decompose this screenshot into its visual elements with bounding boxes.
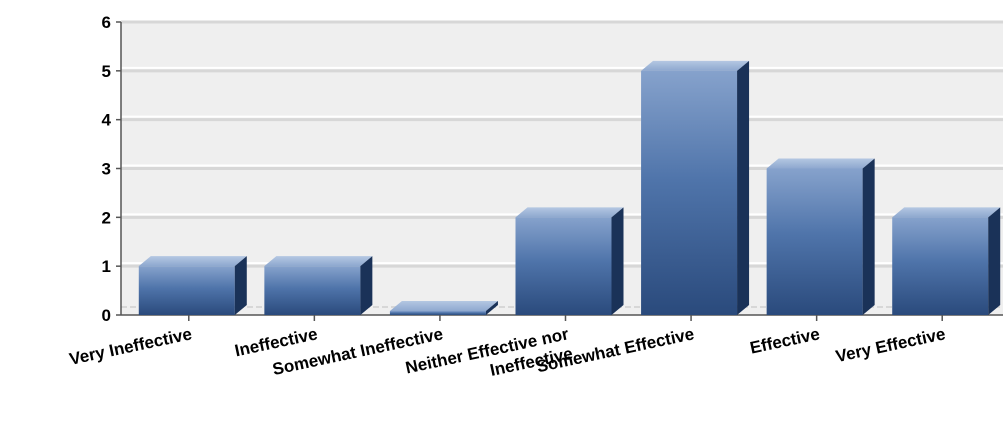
- bar-side: [360, 256, 373, 315]
- bar-front: [515, 217, 612, 315]
- x-tick-label-line: Very Effective: [834, 324, 947, 366]
- bar-side: [862, 158, 875, 315]
- bar: [766, 158, 875, 315]
- y-tick-label: 2: [102, 208, 111, 227]
- x-tick-label-line: Effective: [748, 324, 821, 357]
- bar: [515, 207, 624, 315]
- x-tick-label: Very Ineffective: [68, 324, 194, 369]
- bar-front: [389, 311, 486, 315]
- y-tick-label: 0: [102, 306, 111, 325]
- bar-top: [641, 60, 750, 71]
- bar-front: [138, 266, 235, 315]
- bar-front: [264, 266, 361, 315]
- bar-side: [737, 60, 750, 316]
- bar-front: [641, 70, 738, 315]
- bar-side: [611, 207, 624, 315]
- y-tick-label: 1: [102, 257, 111, 276]
- bar: [138, 256, 247, 315]
- bar: [389, 301, 498, 315]
- bar-side: [234, 256, 247, 315]
- y-tick-label: 5: [102, 62, 111, 81]
- x-tick-label-line: Very Ineffective: [68, 324, 194, 369]
- bar: [641, 60, 750, 316]
- bar-top: [389, 301, 498, 311]
- y-tick-label: 4: [102, 111, 112, 130]
- bar-top: [766, 158, 875, 169]
- x-tick-label: Very Effective: [834, 324, 947, 366]
- bar-front: [892, 217, 989, 315]
- bar-top: [138, 256, 247, 267]
- x-tick-label: Effective: [748, 324, 821, 357]
- y-tick-label: 3: [102, 160, 111, 179]
- bar-side: [485, 301, 498, 315]
- bars: [138, 60, 1001, 316]
- bar: [264, 256, 373, 315]
- y-tick-labels: 0 1 2 3 4 5 6: [102, 13, 112, 325]
- y-tick-label: 6: [102, 13, 111, 32]
- bar-front: [766, 168, 863, 315]
- bar-top: [892, 207, 1001, 218]
- bar-top: [264, 256, 373, 267]
- bar-top: [515, 207, 624, 218]
- bar-side: [988, 207, 1001, 315]
- bar: [892, 207, 1001, 315]
